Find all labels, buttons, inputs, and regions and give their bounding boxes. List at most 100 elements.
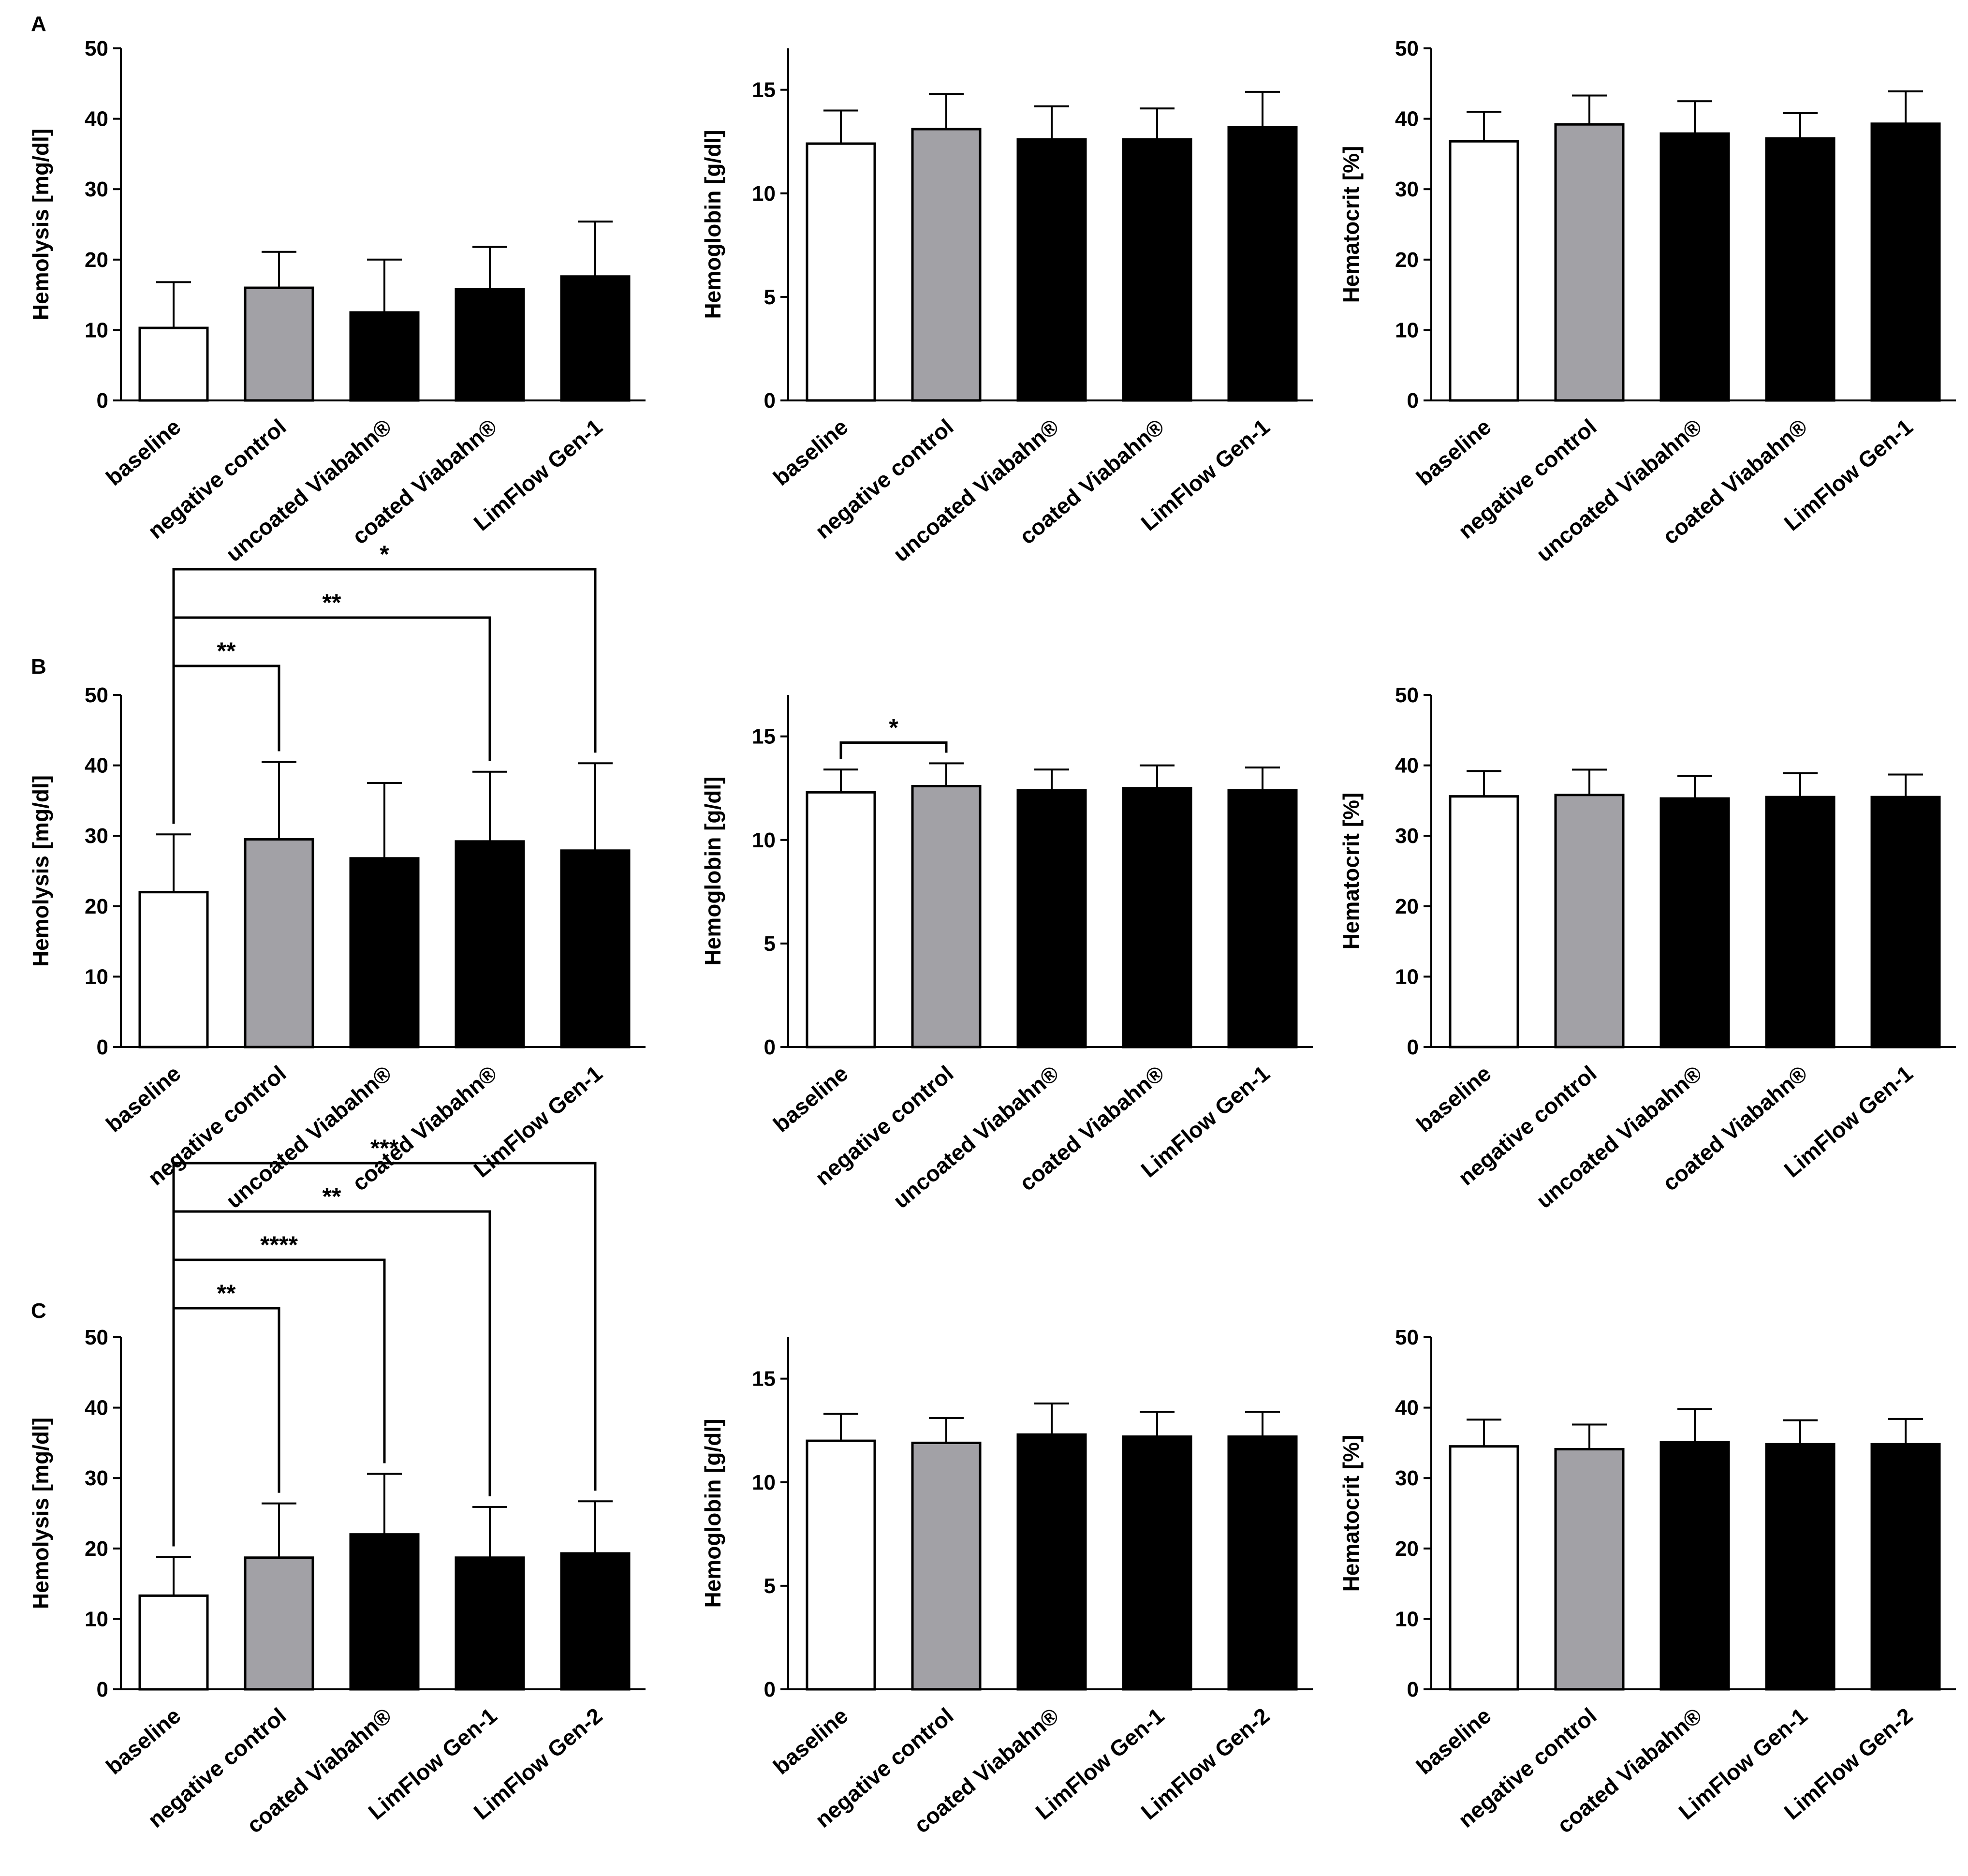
y-tick-label: 0 [1407,389,1419,413]
bar [1660,1441,1730,1691]
y-tick-label: 10 [752,182,776,206]
bar [1870,1443,1941,1691]
y-axis-title: Hematocrit [%] [1338,1435,1364,1592]
y-tick-label: 30 [85,177,108,201]
significance-bracket [839,741,948,759]
bar [244,286,314,402]
y-tick-label: 5 [764,932,776,956]
y-tick-label: 30 [1395,177,1419,201]
significance-bracket [172,568,597,824]
bar [1554,123,1625,402]
bar [1660,132,1730,402]
y-tick-label: 30 [1395,1466,1419,1490]
bar [560,1552,631,1691]
y-tick-label: 40 [85,754,108,778]
bar [1449,140,1519,402]
bar [1554,1448,1625,1691]
bar [1449,795,1519,1049]
y-tick-label: 5 [764,1574,776,1598]
significance-bracket [172,1210,491,1547]
y-tick-label: 0 [1407,1035,1419,1059]
significance-label: ** [323,1183,341,1210]
bar [455,840,525,1049]
category-label: baseline [101,414,185,490]
bar [1016,138,1087,402]
bar [911,128,982,402]
significance-bracket [172,665,280,824]
y-tick-label: 40 [1395,107,1419,131]
bar [1122,138,1192,402]
y-tick-label: 0 [764,1035,776,1059]
bar [455,288,525,402]
y-axis-title: Hemolysis [mg/dl] [28,129,53,320]
bar [560,275,631,402]
y-tick-label: 20 [1395,1537,1419,1561]
bar [1870,796,1941,1049]
y-tick-label: 0 [97,389,108,413]
significance-label: **** [260,1231,298,1258]
panel-label-a: A [31,12,46,36]
y-tick-label: 50 [85,683,108,707]
y-axis-title: Hemolysis [mg/dl] [28,775,53,967]
bar [806,791,876,1049]
y-tick-label: 10 [85,318,108,342]
y-tick-label: 0 [97,1678,108,1701]
y-tick-label: 10 [1395,1607,1419,1631]
panel-label-b: B [31,655,46,679]
y-axis-title: Hemolysis [mg/dl] [28,1418,53,1609]
y-tick-label: 0 [764,389,776,413]
category-label: baseline [768,1703,852,1779]
significance-label: * [889,714,898,741]
y-tick-label: 30 [1395,824,1419,848]
category-label: baseline [1411,414,1496,490]
y-tick-label: 20 [85,895,108,918]
y-axis-title: Hemoglobin [g/dl] [700,777,725,966]
y-tick-label: 10 [1395,318,1419,342]
y-tick-label: 20 [85,1537,108,1561]
y-tick-label: 50 [85,37,108,60]
y-tick-label: 20 [85,248,108,272]
bar [349,857,420,1049]
bar [1227,126,1298,402]
bar [806,1439,876,1691]
y-tick-label: 0 [97,1035,108,1059]
y-tick-label: 0 [764,1678,776,1701]
significance-label: ** [323,589,341,616]
bar [911,1441,982,1691]
y-tick-label: 50 [1395,683,1419,707]
category-label: baseline [101,1703,185,1779]
y-tick-label: 50 [1395,1326,1419,1349]
y-tick-label: 15 [752,725,776,749]
significance-label: ** [217,1280,236,1307]
category-label: baseline [768,414,852,490]
bar [244,838,314,1049]
bar [1227,789,1298,1049]
y-tick-label: 15 [752,78,776,102]
y-tick-label: 30 [85,1466,108,1490]
bar [1227,1435,1298,1691]
bar [1016,789,1087,1049]
y-axis-title: Hematocrit [%] [1338,146,1364,303]
bar [806,142,876,402]
significance-label: ** [217,637,236,665]
category-label: baseline [1411,1061,1496,1137]
bar [455,1556,525,1691]
bar [1122,787,1192,1049]
significance-bracket [172,1307,280,1547]
y-tick-label: 10 [752,1471,776,1494]
significance-label: *** [370,1135,399,1162]
bar [1122,1435,1192,1691]
bar [138,1594,209,1691]
bar [138,326,209,402]
y-axis-title: Hemoglobin [g/dl] [700,130,725,319]
